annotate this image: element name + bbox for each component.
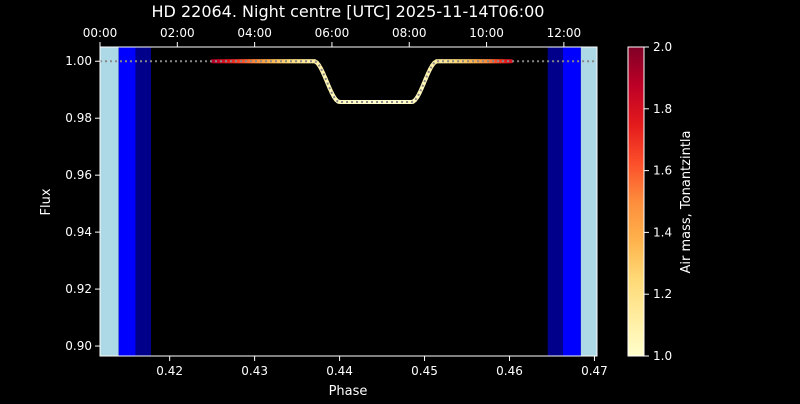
twilight-band [581,47,597,356]
colorbar [628,47,644,356]
x-tick-label: 0.44 [326,364,353,378]
colorbar-ticks: 1.0 1.2 1.4 1.6 1.8 2.0 [644,40,672,363]
top-tick-label: 06:00 [315,26,350,40]
twilight-band [548,47,563,356]
y-axis-label: Flux [39,188,54,215]
top-tick-label: 12:00 [547,26,582,40]
x-tick-label: 0.45 [411,364,438,378]
y-tick-label: 0.90 [65,339,92,353]
chart-title: HD 22064. Night centre [UTC] 2025-11-14T… [152,2,545,21]
y-tick-label: 0.96 [65,168,92,182]
x-tick-label: 0.46 [496,364,523,378]
x-tick-label: 0.43 [241,364,268,378]
top-tick-label: 10:00 [469,26,504,40]
top-tick-label: 02:00 [160,26,195,40]
x-axis: 0.42 0.43 0.44 0.45 0.46 0.47 [156,356,608,378]
top-tick-label: 00:00 [83,26,118,40]
top-tick-label: 08:00 [392,26,427,40]
y-tick-label: 0.94 [65,225,92,239]
colorbar-tick-label: 1.8 [653,102,672,116]
top-tick-label: 04:00 [237,26,272,40]
x-tick-label: 0.42 [156,364,183,378]
twilight-band [100,47,119,356]
top-time-axis: 00:00 02:00 04:00 06:00 08:00 10:00 12:00 [83,26,581,47]
colorbar-tick-label: 1.0 [653,349,672,363]
twilight-band [136,47,151,356]
twilight-bands [100,47,597,356]
x-tick-label: 0.47 [581,364,608,378]
y-axis: 0.90 0.92 0.94 0.96 0.98 1.00 [65,54,100,353]
y-tick-label: 0.98 [65,111,92,125]
twilight-band [563,47,581,356]
colorbar-tick-label: 1.6 [653,164,672,178]
colorbar-tick-label: 1.2 [653,287,672,301]
colorbar-tick-label: 1.4 [653,225,672,239]
x-axis-label: Phase [329,384,368,399]
colorbar-tick-label: 2.0 [653,40,672,54]
colorbar-label: Air mass, Tonantzintla [679,131,694,274]
twilight-band [151,47,548,356]
twilight-band [119,47,136,356]
y-tick-label: 1.00 [65,54,92,68]
y-tick-label: 0.92 [65,282,92,296]
